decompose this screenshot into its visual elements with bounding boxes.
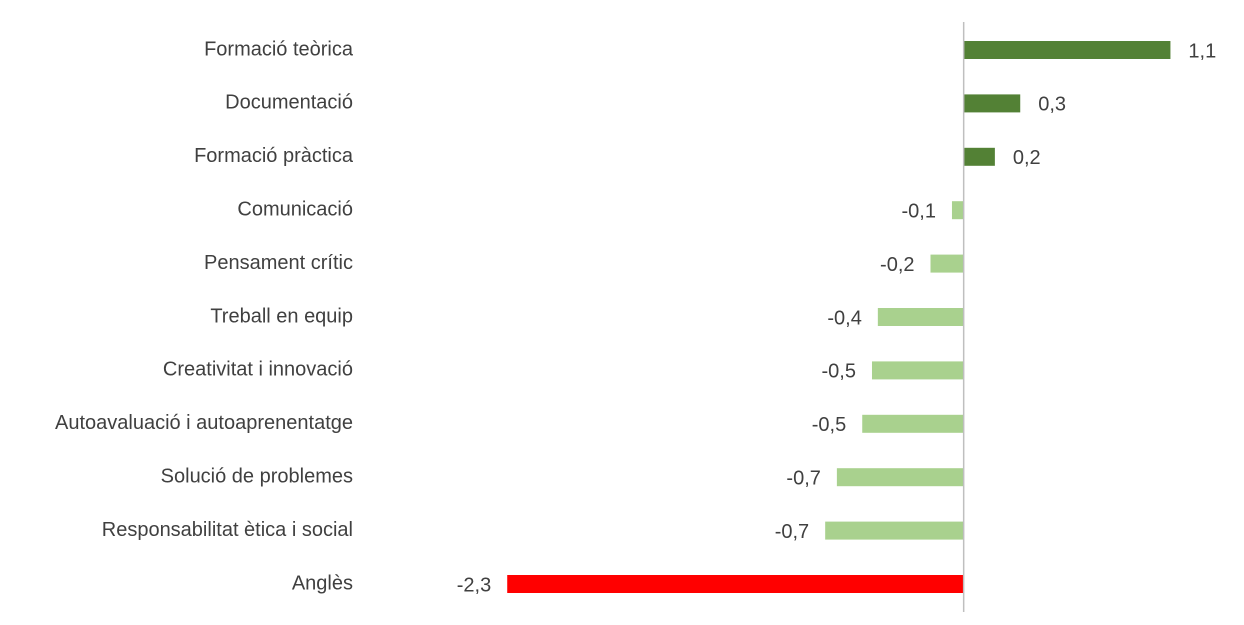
bar bbox=[862, 414, 964, 433]
category-label: Anglès bbox=[292, 572, 353, 594]
bar bbox=[507, 575, 964, 593]
category-label: Pensament crític bbox=[204, 252, 353, 274]
value-label: -0,7 bbox=[786, 467, 820, 489]
category-label: Creativitat i innovació bbox=[163, 359, 353, 381]
category-label: Solució de problemes bbox=[161, 465, 353, 487]
category-label: Responsabilitat ètica i social bbox=[102, 519, 353, 541]
value-label: -0,7 bbox=[775, 521, 809, 543]
value-label: -0,4 bbox=[827, 307, 861, 329]
category-label: Autoavaluació i autoaprenentatge bbox=[55, 412, 353, 434]
value-label: -2,3 bbox=[457, 574, 491, 596]
bar bbox=[836, 468, 964, 487]
bar bbox=[871, 361, 964, 380]
category-label: Formació pràctica bbox=[194, 145, 354, 167]
bar bbox=[825, 521, 964, 540]
bar bbox=[963, 94, 1021, 113]
value-label: 0,3 bbox=[1038, 94, 1066, 116]
category-label: Documentació bbox=[225, 92, 353, 114]
bar bbox=[877, 308, 964, 326]
bar bbox=[963, 147, 995, 166]
category-label: Comunicació bbox=[237, 198, 353, 220]
category-label: Formació teòrica bbox=[204, 38, 354, 60]
value-label: 1,1 bbox=[1188, 40, 1216, 62]
category-label: Treball en equip bbox=[210, 305, 353, 327]
value-label: -0,1 bbox=[901, 200, 935, 222]
bar bbox=[951, 201, 964, 220]
value-label: 0,2 bbox=[1013, 147, 1041, 169]
bar bbox=[963, 41, 1171, 59]
value-label: -0,5 bbox=[812, 414, 846, 436]
bar bbox=[930, 254, 964, 273]
value-label: -0,2 bbox=[880, 254, 914, 276]
value-label: -0,5 bbox=[822, 361, 856, 383]
